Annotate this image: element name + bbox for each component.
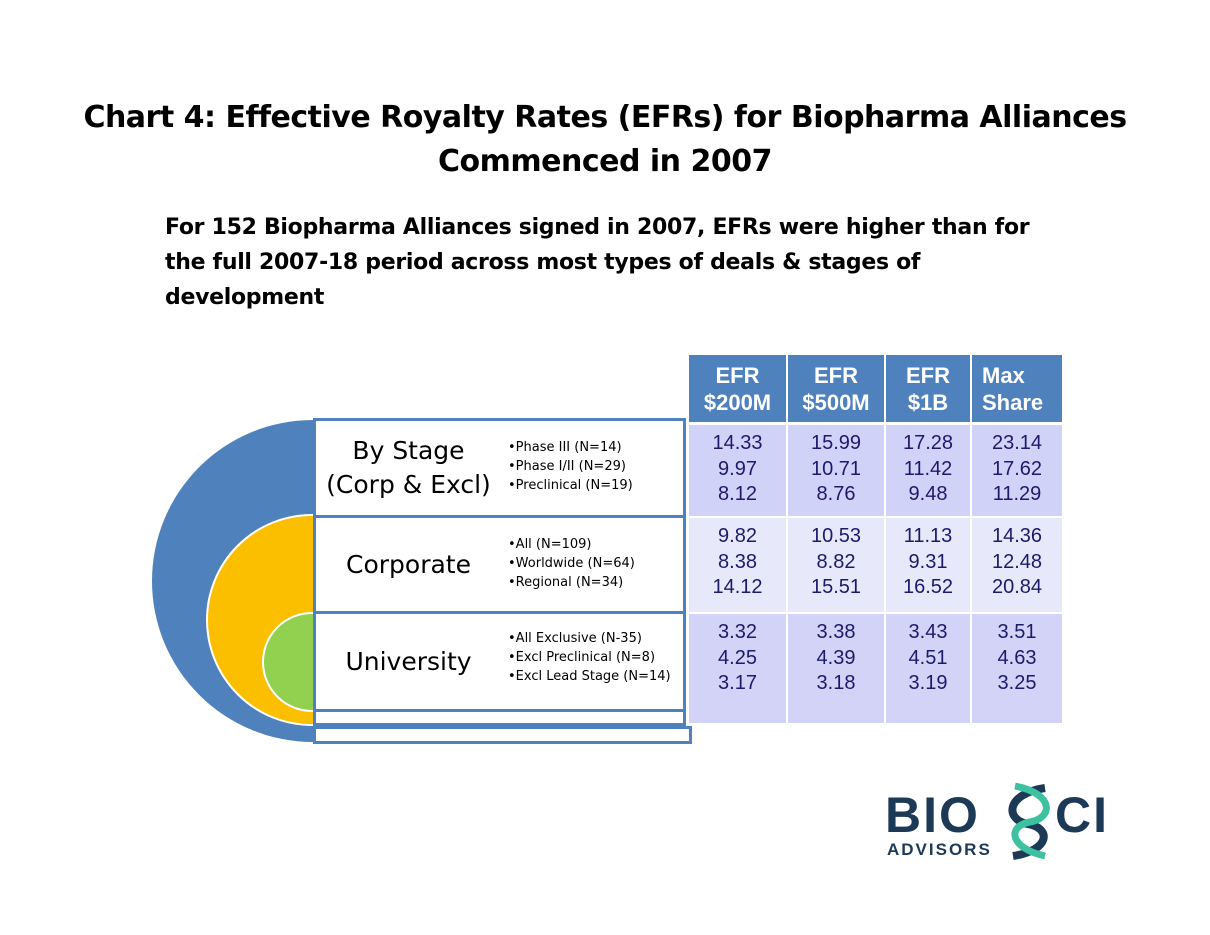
cell-value: 4.51 bbox=[908, 646, 948, 669]
category-box-by-stage: By Stage (Corp & Excl) Phase III (N=14) … bbox=[313, 418, 686, 518]
cell-value: 8.76 bbox=[816, 483, 856, 505]
category-label: University bbox=[316, 645, 501, 679]
table-cell: 14.36 12.48 20.84 bbox=[972, 518, 1062, 612]
cell-value: 3.43 bbox=[908, 621, 948, 643]
category-item: Excl Preclinical (N=8) bbox=[508, 648, 671, 667]
cell-value: 8.82 bbox=[816, 550, 856, 573]
cell-value: 17.62 bbox=[991, 457, 1043, 480]
header-line: EFR bbox=[715, 363, 760, 388]
cell-value: 14.12 bbox=[712, 576, 763, 598]
cell-value: 8.12 bbox=[718, 483, 757, 505]
category-label: By Stage (Corp & Excl) bbox=[316, 434, 501, 502]
header-line: Share bbox=[982, 390, 1044, 415]
cell-value: 10.53 bbox=[810, 525, 862, 547]
header-line: EFR bbox=[814, 363, 858, 388]
cell-value: 3.18 bbox=[816, 672, 856, 694]
cell-value: 3.51 bbox=[997, 621, 1037, 643]
empty-box bbox=[313, 709, 686, 726]
category-items: All Exclusive (N-35) Excl Preclinical (N… bbox=[508, 629, 671, 686]
cell-value: 3.25 bbox=[997, 672, 1037, 694]
cell-value: 3.38 bbox=[816, 621, 856, 643]
table-cell: 3.51 4.63 3.25 bbox=[972, 614, 1062, 723]
cell-value: 3.17 bbox=[718, 672, 757, 694]
category-items: Phase III (N=14) Phase I/II (N=29) Precl… bbox=[508, 438, 633, 495]
biosci-advisors-logo: BIO CI ADVISORS bbox=[885, 782, 1109, 860]
category-box-university: University All Exclusive (N-35) Excl Pre… bbox=[313, 611, 686, 712]
category-item: Preclinical (N=19) bbox=[508, 476, 633, 495]
table-cell: 3.43 4.51 3.19 bbox=[886, 614, 970, 723]
chart-title: Chart 4: Effective Royalty Rates (EFRs) … bbox=[0, 96, 1210, 184]
table-cell: 3.38 4.39 3.18 bbox=[788, 614, 884, 723]
subtitle-line: the full 2007-18 period across most type… bbox=[165, 250, 921, 275]
cell-value: 9.48 bbox=[908, 483, 948, 505]
cell-value: 3.19 bbox=[908, 672, 948, 694]
category-item: All (N=109) bbox=[508, 535, 635, 554]
header-line: EFR bbox=[906, 363, 950, 388]
cell-value: 4.39 bbox=[816, 646, 856, 669]
category-item: Regional (N=34) bbox=[508, 573, 635, 592]
cell-value: 11.29 bbox=[992, 483, 1042, 505]
cell-value: 12.48 bbox=[991, 550, 1043, 573]
column-header: Max Share bbox=[972, 355, 1062, 422]
table-cell: 17.28 11.42 9.48 bbox=[886, 425, 970, 516]
cell-value: 15.51 bbox=[810, 576, 862, 598]
table-cell: 3.32 4.25 3.17 bbox=[689, 614, 786, 723]
title-line: Chart 4: Effective Royalty Rates (EFRs) … bbox=[83, 100, 1127, 135]
category-box-corporate: Corporate All (N=109) Worldwide (N=64) R… bbox=[313, 515, 686, 614]
title-line: Commenced in 2007 bbox=[438, 144, 772, 179]
cell-value: 9.97 bbox=[718, 457, 757, 480]
header-line: $1B bbox=[907, 390, 949, 415]
cell-value: 4.25 bbox=[718, 646, 757, 669]
svg-text:ADVISORS: ADVISORS bbox=[887, 840, 992, 859]
cell-value: 8.38 bbox=[718, 550, 757, 573]
subtitle: For 152 Biopharma Alliances signed in 20… bbox=[165, 210, 1085, 315]
svg-text:CI: CI bbox=[1055, 787, 1109, 843]
category-item: All Exclusive (N-35) bbox=[508, 629, 671, 648]
subtitle-line: For 152 Biopharma Alliances signed in 20… bbox=[165, 215, 1030, 240]
svg-text:BIO: BIO bbox=[885, 787, 980, 843]
table-cell: 11.13 9.31 16.52 bbox=[886, 518, 970, 612]
cell-value: 20.84 bbox=[991, 576, 1043, 598]
category-label-line: University bbox=[345, 647, 472, 676]
table-cell: 14.33 9.97 8.12 bbox=[689, 425, 786, 516]
cell-value: 14.33 bbox=[712, 432, 763, 454]
category-label-line: By Stage bbox=[352, 436, 465, 465]
column-header: EFR $200M bbox=[689, 355, 786, 422]
header-line: $200M bbox=[703, 390, 772, 415]
cell-value: 23.14 bbox=[991, 432, 1043, 454]
cell-value: 11.42 bbox=[903, 457, 953, 480]
cell-value: 14.36 bbox=[991, 525, 1043, 547]
table-cell: 15.99 10.71 8.76 bbox=[788, 425, 884, 516]
column-header: EFR $1B bbox=[886, 355, 970, 422]
category-item: Phase I/II (N=29) bbox=[508, 457, 633, 476]
category-label-line: (Corp & Excl) bbox=[326, 470, 491, 499]
table-cell: 23.14 17.62 11.29 bbox=[972, 425, 1062, 516]
category-item: Phase III (N=14) bbox=[508, 438, 633, 457]
subtitle-line: development bbox=[165, 285, 325, 310]
cell-value: 16.52 bbox=[902, 576, 954, 598]
header-line: Max bbox=[982, 363, 1025, 388]
cell-value: 4.63 bbox=[997, 646, 1037, 669]
table-cell: 10.53 8.82 15.51 bbox=[788, 518, 884, 612]
cell-value: 11.13 bbox=[903, 525, 953, 547]
category-item: Excl Lead Stage (N=14) bbox=[508, 667, 671, 686]
cell-value: 17.28 bbox=[902, 432, 954, 454]
category-item: Worldwide (N=64) bbox=[508, 554, 635, 573]
column-header: EFR $500M bbox=[788, 355, 884, 422]
category-label: Corporate bbox=[316, 548, 501, 582]
empty-box-bottom bbox=[313, 726, 692, 744]
category-label-line: Corporate bbox=[346, 550, 471, 579]
cell-value: 3.32 bbox=[718, 621, 757, 643]
cell-value: 15.99 bbox=[810, 432, 862, 454]
cell-value: 9.31 bbox=[908, 550, 948, 573]
category-items: All (N=109) Worldwide (N=64) Regional (N… bbox=[508, 535, 635, 592]
header-line: $500M bbox=[802, 390, 870, 415]
cell-value: 10.71 bbox=[810, 457, 862, 480]
cell-value: 9.82 bbox=[718, 525, 757, 547]
table-cell: 9.82 8.38 14.12 bbox=[689, 518, 786, 612]
